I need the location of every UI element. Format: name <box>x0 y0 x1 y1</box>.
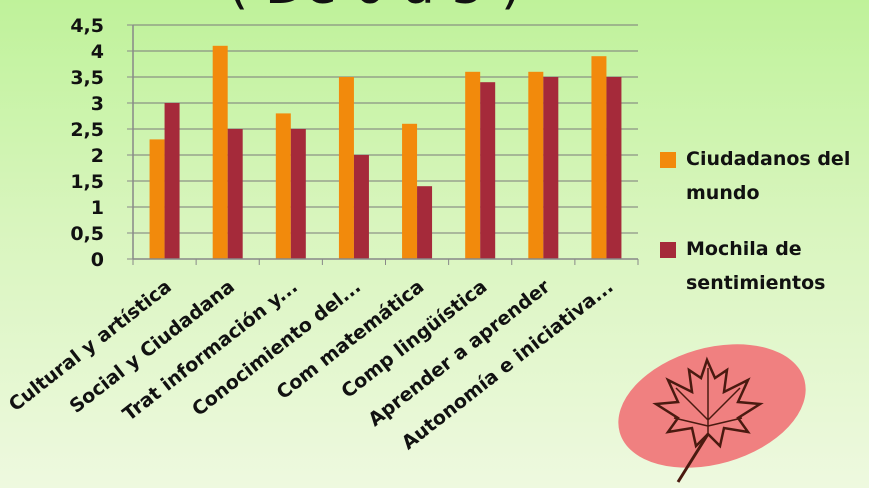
bar-ciudadanos <box>338 77 354 259</box>
y-tick-label: 2 <box>91 145 104 167</box>
y-tick-label: 1 <box>91 197 104 219</box>
bar-mochila <box>543 77 559 259</box>
bar-ciudadanos <box>465 71 481 259</box>
bar-mochila <box>606 77 622 259</box>
bar-ciudadanos <box>528 71 544 259</box>
y-tick-label: 3,5 <box>70 67 104 89</box>
y-tick-label: 4 <box>91 41 104 63</box>
bar-ciudadanos <box>275 113 291 260</box>
legend-label-mochila: Mochila de sentimientos <box>686 238 826 294</box>
bar-mochila <box>480 82 496 259</box>
bar-mochila <box>227 129 243 259</box>
bar-ciudadanos <box>402 123 418 259</box>
bar-mochila <box>164 103 180 259</box>
y-tick-labels: 0 0,5 1 1,5 2 2,5 3 3,5 4 4,5 <box>70 15 104 271</box>
chart-legend: Ciudadanos del mundo Mochila de sentimie… <box>660 142 869 322</box>
bar-ciudadanos <box>212 45 228 259</box>
leaf-veins <box>673 368 743 434</box>
leaf-background-ellipse <box>618 344 806 468</box>
chart-title: ( De 0 a 5 ) <box>228 0 521 16</box>
y-tick-label: 3 <box>91 93 104 115</box>
maple-leaf-icon <box>618 344 806 483</box>
legend-swatch-mochila <box>660 242 676 258</box>
bar-mochila <box>290 129 306 259</box>
legend-item-mochila: Mochila de sentimientos <box>660 232 869 300</box>
bars <box>149 45 622 260</box>
bar-mochila <box>417 186 433 259</box>
legend-swatch-ciudadanos <box>660 152 676 168</box>
legend-item-ciudadanos: Ciudadanos del mundo <box>660 142 869 210</box>
bar-ciudadanos <box>591 56 607 260</box>
bar-mochila <box>353 155 369 259</box>
grid-lines <box>127 24 638 260</box>
leaf-stem <box>676 433 710 483</box>
y-tick-label: 1,5 <box>70 171 104 193</box>
y-tick-label: 0,5 <box>70 223 104 245</box>
y-tick-label: 2,5 <box>70 119 104 141</box>
y-tick-label: 4,5 <box>70 15 104 37</box>
legend-label-ciudadanos: Ciudadanos del mundo <box>686 148 851 204</box>
axes <box>132 25 639 265</box>
y-tick-label: 0 <box>91 249 104 271</box>
bar-ciudadanos <box>149 139 165 259</box>
